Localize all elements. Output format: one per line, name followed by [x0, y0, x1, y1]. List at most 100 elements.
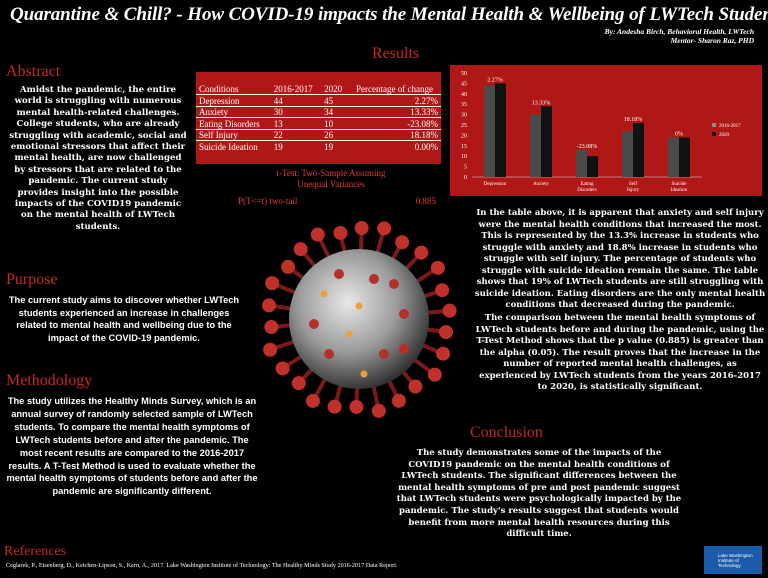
virus-envelope-protein [320, 290, 328, 298]
header-2016: 2016-2017 [273, 84, 313, 94]
cell-condition: Self Injury [196, 128, 271, 141]
virus-surface-spike [309, 319, 319, 329]
virus-spike-head [281, 259, 296, 274]
ttest-title-line1: t-Test: Two-Sample Assuming [276, 168, 386, 178]
cell-change: 2.27% [348, 94, 441, 107]
bar [633, 122, 644, 177]
y-tick-label: 50 [461, 71, 467, 77]
abstract-heading: Abstract [6, 63, 61, 80]
bar-chart: 0 5 10 15 20 25 30 35 40 45 50 2.27% Depression 13.33… [461, 71, 741, 193]
virus-spike-head [263, 342, 278, 357]
y-tick-label: 45 [461, 81, 467, 87]
virus-spike-head [395, 235, 410, 250]
table-row: Anxiety 30 34 13.33% [196, 105, 441, 118]
virus-spike-head [430, 260, 445, 275]
legend-swatch [712, 123, 716, 127]
cell-2016: 22 [270, 128, 322, 141]
cell-condition: Suicide Ideation [196, 140, 271, 152]
cell-change: 0.00% [348, 140, 441, 152]
purpose-text: The current study aims to discover wheth… [8, 295, 240, 343]
cell-condition: Depression [196, 94, 271, 107]
virus-spike-head [349, 399, 364, 414]
virus-spike-head [377, 221, 392, 236]
x-tick-label: Injury [627, 188, 640, 193]
legend-label: 2020 [719, 133, 730, 138]
x-tick-label: Anxiety [533, 182, 550, 187]
virus-spike-head [391, 393, 406, 408]
cell-2020: 26 [321, 128, 349, 141]
virus-spike-head [435, 283, 450, 298]
ttest-title: t-Test: Two-Sample Assuming Unequal Vari… [236, 168, 426, 190]
results-text: In the table above, it is apparent that … [474, 208, 766, 310]
cell-2016: 44 [270, 94, 322, 107]
y-tick-label: 15 [461, 144, 467, 150]
cell-2016: 30 [270, 105, 322, 118]
ttest-label: P(T<=t) two-tail [238, 196, 298, 206]
lwtech-logo: Lake Washington Institute of Technology [704, 546, 762, 574]
bar [541, 106, 552, 177]
header-2020: 2020 [324, 84, 343, 94]
table-row: Self Injury 22 26 18.18% [196, 128, 441, 141]
bar [622, 131, 633, 177]
virus-spike-head [262, 298, 277, 313]
virus-surface-spike [399, 344, 409, 354]
logo-text: Lake Washington Institute of Technology [718, 553, 753, 568]
references-heading: References [4, 544, 67, 559]
virus-spike-head [264, 320, 279, 335]
purpose-heading: Purpose [6, 271, 58, 288]
coronavirus-illustration [262, 221, 457, 418]
abstract-text: Amidst the pandemic, the entire world is… [9, 85, 187, 232]
conclusion-heading: Conclusion [470, 424, 543, 441]
virus-spike-head [333, 225, 348, 240]
virus-surface-spike [389, 279, 399, 289]
header-conditions: Conditions [199, 84, 239, 94]
results-heading: Results [372, 45, 420, 62]
cell-condition: Anxiety [196, 105, 271, 118]
virus-spike-head [436, 346, 451, 361]
virus-spike-head [414, 245, 429, 260]
virus-spike-head [305, 393, 320, 408]
results-text-2: The comparison between the mental health… [475, 313, 765, 392]
bar [484, 85, 495, 177]
virus-surface-spike [399, 309, 409, 319]
cell-2020: 10 [321, 117, 349, 130]
virus-spike-head [293, 242, 308, 257]
poster-title: Quarantine & Chill? - How COVID-19 impac… [10, 4, 768, 25]
virus-spike-head [427, 367, 442, 382]
chart-panel: 0 5 10 15 20 25 30 35 40 45 50 2.27% Depression 13.33… [450, 65, 762, 196]
virus-spike-head [371, 403, 386, 418]
bar [530, 114, 541, 177]
x-tick-label: Self [629, 182, 637, 187]
header-change: Percentage of change [356, 84, 433, 94]
virus-spike-head [265, 276, 280, 291]
legend-label: 2016-2017 [719, 124, 741, 129]
bar [576, 149, 587, 177]
virus-surface-spike [334, 269, 344, 279]
table-row: Eating Disorders 13 10 -23.08% [196, 117, 441, 130]
data-label: 18.18% [624, 117, 643, 123]
bar [668, 137, 679, 177]
ttest-value: 0.885 [415, 196, 436, 206]
x-tick-label: Depression [484, 182, 507, 187]
bar [679, 137, 690, 177]
virus-spike-head [291, 376, 306, 391]
table-row: Depression 44 45 2.27% [196, 94, 441, 107]
x-tick-label: Suicide [672, 182, 688, 187]
bar [587, 156, 598, 177]
cell-2020: 19 [321, 140, 349, 152]
conclusion-text: The study demonstrates some of the impac… [396, 448, 682, 540]
cell-change: -23.08% [348, 117, 441, 130]
virus-spike-head [442, 303, 457, 318]
table-row: Suicide Ideation 19 19 0.00% [196, 140, 441, 152]
results-table-panel: Conditions 2016-2017 2020 Percentage of … [196, 72, 441, 164]
virus-envelope-protein [360, 370, 368, 378]
virus-envelope-protein [355, 302, 363, 310]
virus-surface-spike [369, 274, 379, 284]
results-table: Conditions 2016-2017 2020 Percentage of … [196, 72, 441, 152]
y-tick-label: 40 [461, 92, 467, 98]
virus-surface-spike [324, 349, 334, 359]
bar [495, 83, 506, 177]
virus-spike-head [327, 399, 342, 414]
cell-2016: 13 [270, 117, 322, 130]
